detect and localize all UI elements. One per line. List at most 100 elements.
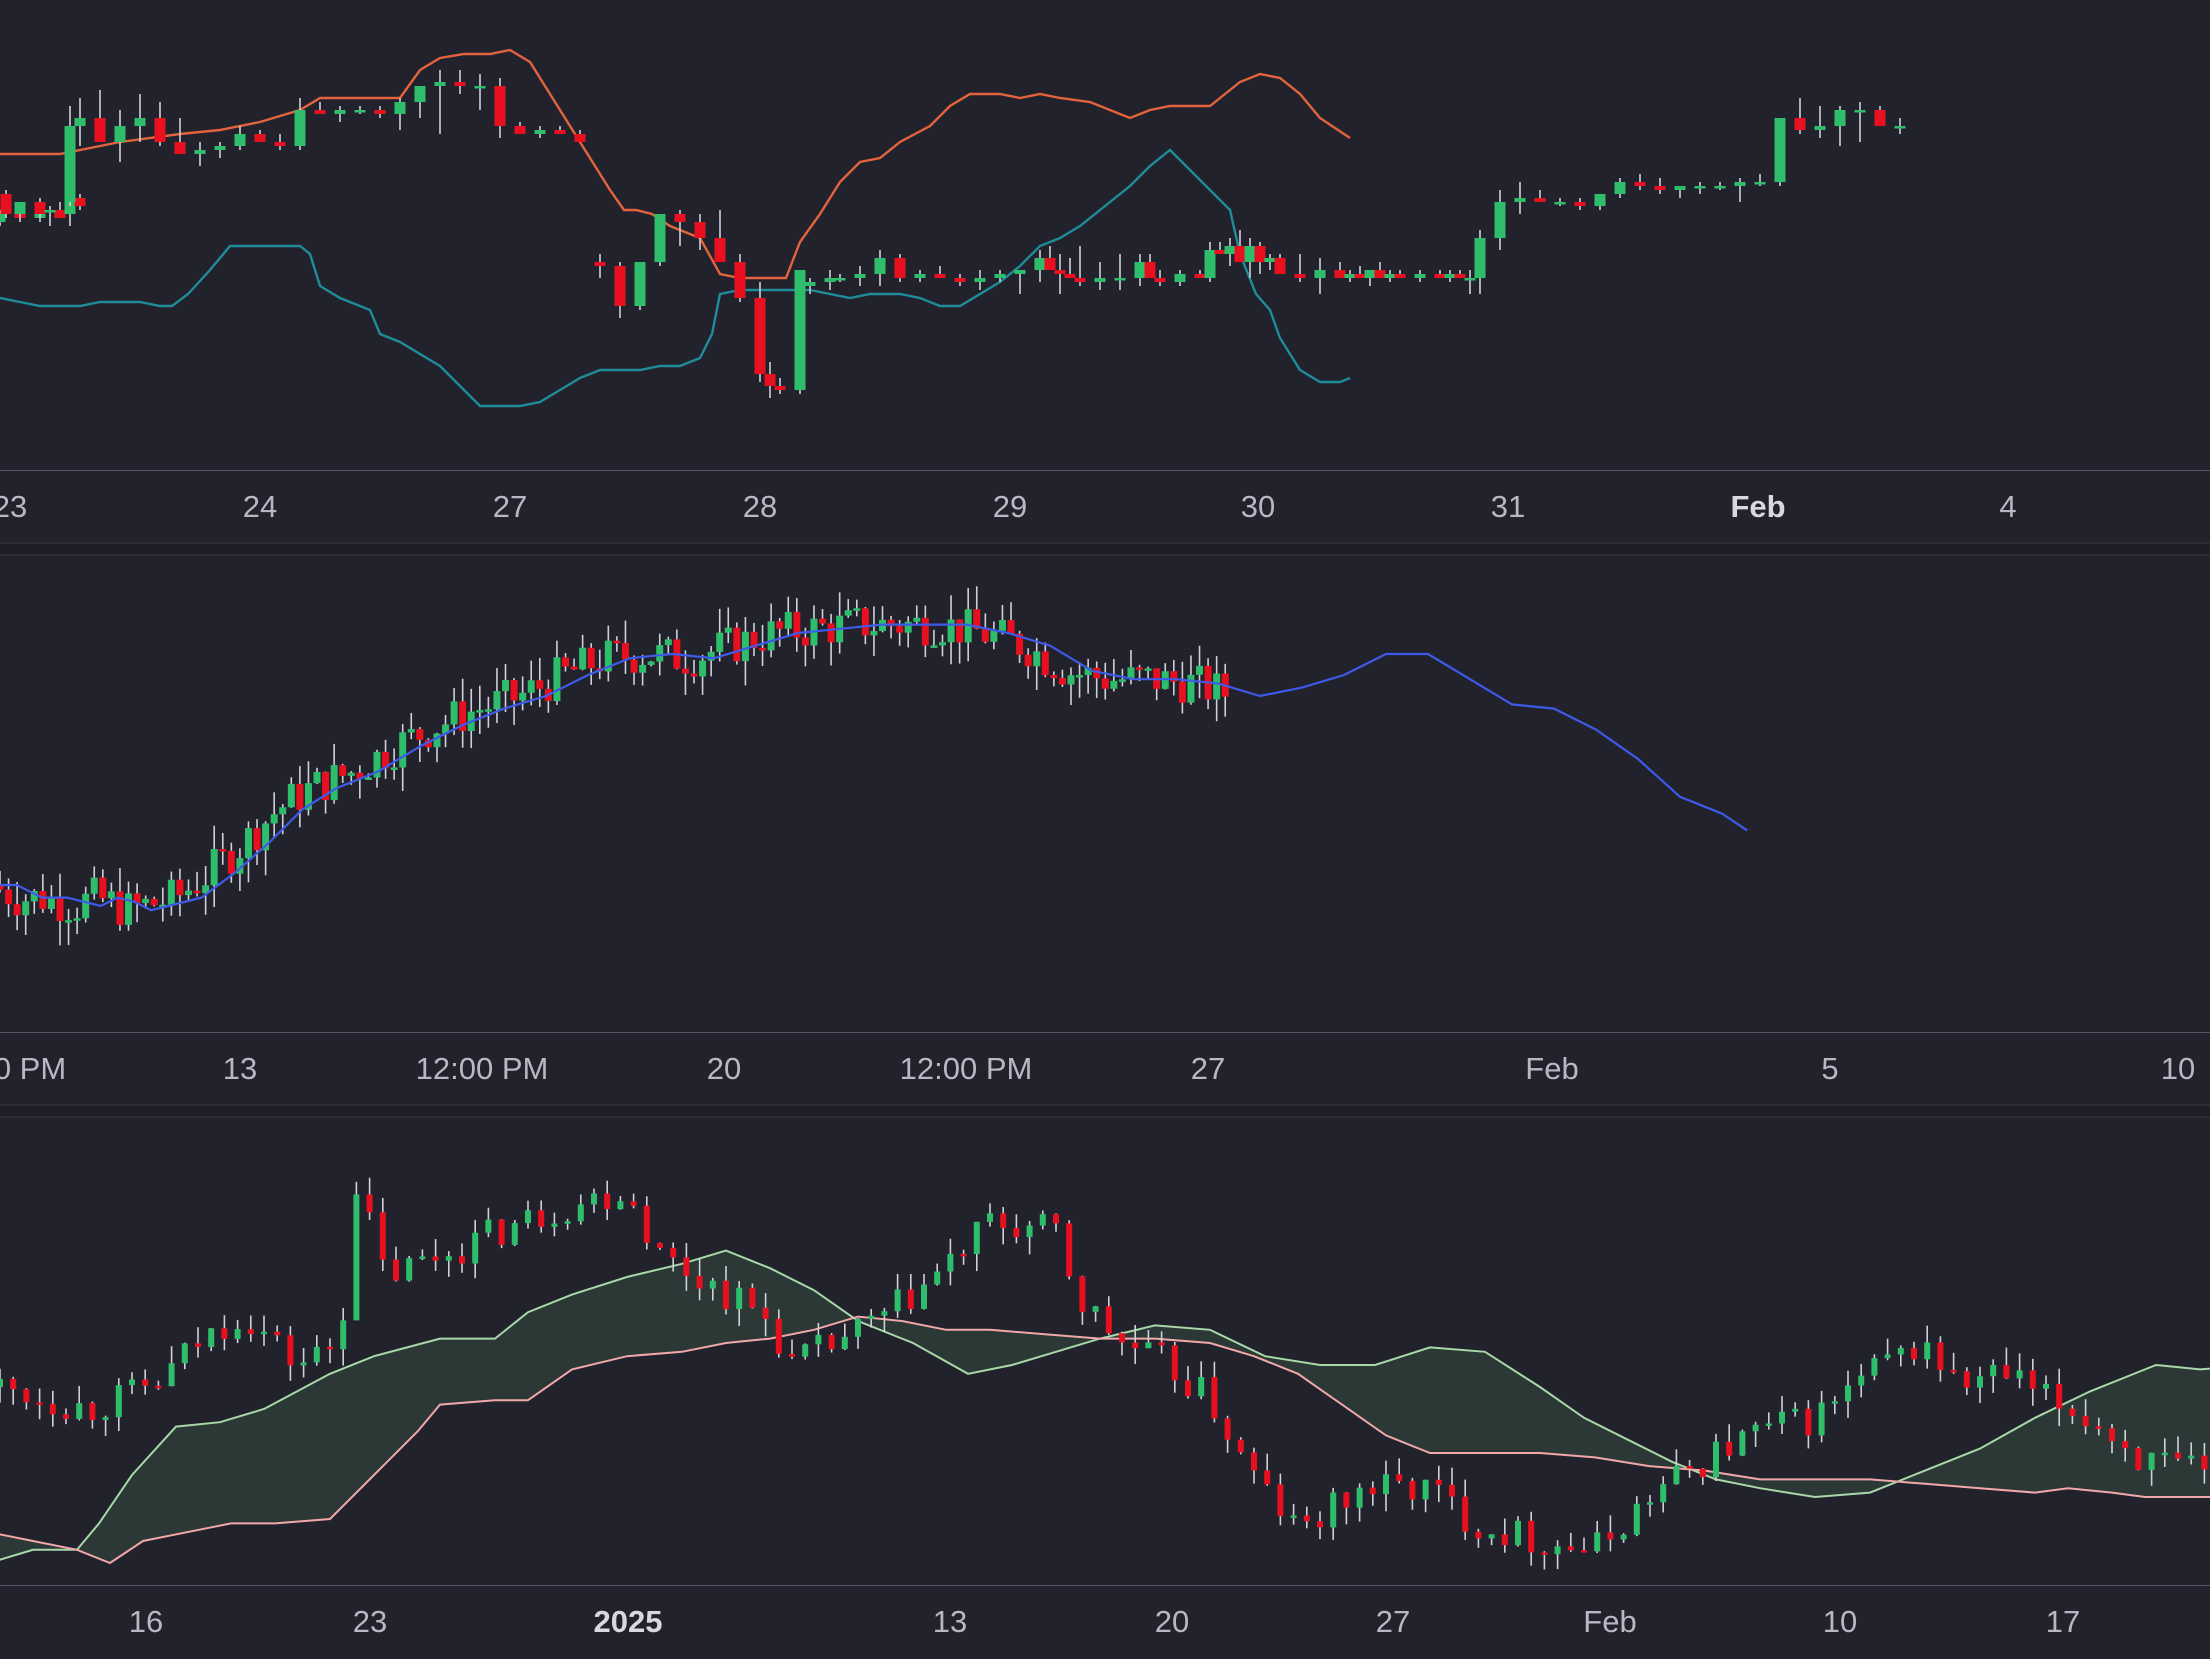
candle-body [1118, 679, 1126, 682]
candle-body [868, 1315, 875, 1319]
panel-divider[interactable] [0, 542, 2210, 556]
candle-body [94, 118, 106, 142]
candle-body [1501, 1534, 1508, 1546]
candle-body [1754, 182, 1766, 185]
candle-body [434, 82, 446, 86]
candle-body [1818, 1402, 1825, 1436]
candle-body [587, 647, 595, 669]
candle-body [184, 890, 192, 896]
candle-body [554, 130, 566, 134]
candle-body [498, 1219, 505, 1245]
candle-body [994, 274, 1006, 278]
candle-body [1854, 110, 1866, 113]
candle-body [114, 126, 126, 142]
candle-body [193, 890, 201, 894]
bollinger-chart-panel[interactable] [0, 0, 2210, 470]
candle-body [1726, 1441, 1733, 1456]
candle-body [234, 1329, 241, 1339]
candle-body [647, 661, 655, 665]
candle-body [340, 1320, 347, 1350]
candle-body [210, 849, 218, 886]
candle-body [538, 1210, 545, 1227]
candle-body [247, 1329, 254, 1335]
candle-body [1110, 680, 1118, 689]
candle-body [0, 194, 12, 214]
candle-body [1897, 1348, 1904, 1355]
candle-body [416, 729, 424, 740]
candle-body [134, 118, 146, 126]
candle-body [683, 1257, 690, 1276]
panel-divider[interactable] [0, 1104, 2210, 1118]
candle-body [2122, 1441, 2129, 1449]
candle-body [445, 1256, 452, 1261]
candle-body [1475, 1531, 1482, 1539]
candle-body [630, 1201, 637, 1206]
candle-body [716, 632, 724, 652]
candle-body [1871, 1358, 1878, 1376]
candle-body [1237, 1439, 1244, 1453]
candle-body [1013, 1228, 1020, 1238]
candle-body [2016, 1370, 2023, 1379]
candle-body [854, 274, 866, 278]
candle-body [1144, 668, 1152, 671]
candle-body [195, 1343, 201, 1347]
x-tick-label: 29 [992, 489, 1028, 524]
candle-body [947, 1253, 954, 1272]
candle-body [390, 767, 398, 770]
candle-body [1145, 1342, 1152, 1349]
candles-group [0, 70, 1906, 398]
candle-body [874, 258, 886, 274]
candle-body [287, 1335, 294, 1366]
candle-body [723, 1280, 729, 1310]
candle-body [1634, 182, 1646, 186]
candle-body [2161, 1452, 2168, 1456]
candle-body [13, 904, 21, 916]
candle-body [1026, 1225, 1033, 1238]
candle-body [1033, 651, 1041, 667]
bollinger-upper-band [0, 48, 1351, 280]
candle-body [579, 647, 587, 670]
candle-body [1396, 1474, 1403, 1481]
ichimoku-chart-panel[interactable] [0, 1118, 2210, 1585]
candle-body [1369, 1487, 1376, 1495]
candle-body [1224, 1418, 1231, 1440]
candle-body [493, 691, 501, 710]
candle-body [2003, 1364, 2010, 1379]
candle-body [762, 1307, 769, 1319]
candle-body [1884, 1354, 1891, 1359]
candle-body [699, 660, 707, 677]
candle-body [1858, 1375, 1865, 1386]
candle-body [604, 640, 612, 672]
candle-body [1016, 633, 1024, 655]
candle-body [1792, 1408, 1799, 1412]
candle-body [2056, 1383, 2063, 1409]
candle-body [74, 118, 86, 126]
candle-body [0, 214, 6, 222]
candle-body [855, 1318, 861, 1337]
candle-body [74, 198, 86, 206]
candle-body [36, 1402, 43, 1405]
candle-body [1132, 1342, 1139, 1349]
candle-body [454, 82, 466, 86]
candle-body [366, 1194, 373, 1213]
candle-body [1647, 1502, 1653, 1505]
candle-body [1187, 674, 1195, 703]
candle-body [1064, 274, 1076, 278]
candle-body [639, 664, 647, 673]
candle-body [1845, 1385, 1851, 1402]
candle-body [202, 885, 210, 894]
candle-body [234, 134, 246, 146]
candle-body [828, 1334, 835, 1350]
candle-body [472, 1232, 479, 1264]
candle-body [1093, 667, 1101, 679]
candle-body [214, 146, 226, 150]
candle-body [474, 86, 486, 89]
candle-body [313, 772, 321, 784]
candle-body [1581, 1550, 1587, 1553]
moving-average-chart-panel[interactable] [0, 556, 2210, 1032]
candle-body [1514, 198, 1526, 202]
candle-body [64, 126, 76, 202]
candle-body [23, 1389, 30, 1403]
candle-body [998, 620, 1006, 631]
candle-body [664, 639, 672, 646]
